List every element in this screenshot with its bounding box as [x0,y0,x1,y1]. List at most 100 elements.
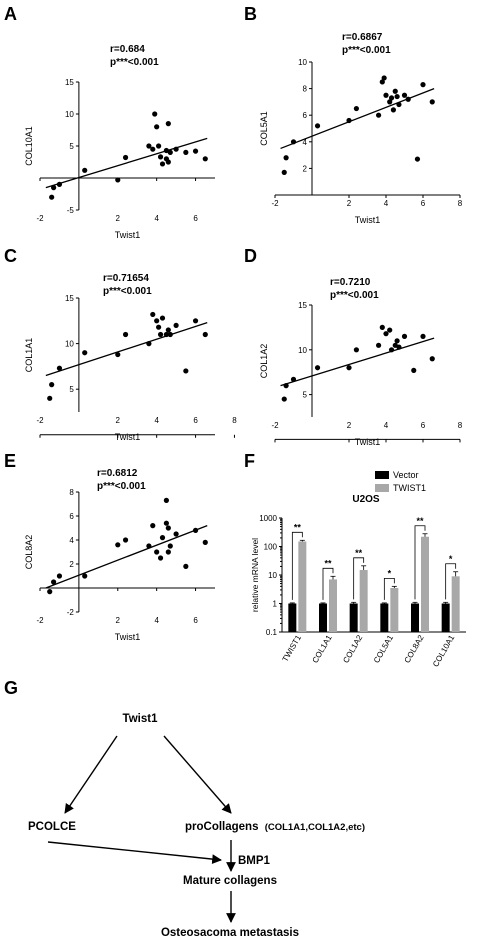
bar-twist1 [329,579,337,632]
data-point [183,563,189,570]
significance-bracket [291,531,303,600]
data-point [163,520,169,526]
data-point [396,344,402,350]
regression-line [45,524,208,589]
data-point [47,589,53,595]
data-point [82,350,88,356]
x-axis-title: Twist1 [115,230,141,240]
data-point [394,338,400,344]
data-point [51,579,57,585]
data-point [146,341,152,347]
bar-twist1 [390,587,399,632]
data-point [387,99,393,105]
data-point [283,155,289,161]
y-tick-label: 1 [273,600,278,609]
data-point [165,549,171,555]
data-point [167,149,173,155]
data-point [346,117,352,124]
data-point [173,322,179,328]
data-point [82,167,88,173]
bar-vector [441,603,450,632]
p-value-label: p***<0.001 [110,57,159,68]
data-point [167,543,173,549]
data-point [390,107,396,113]
flow-diagram: Twist1 PCOLCE proCollagens (COL1A1,COL1A… [28,713,365,939]
panel-letter-a: A [4,4,17,24]
significance-label: ** [294,522,302,532]
data-point [392,88,398,94]
y-axis-title: COL1A2 [259,344,269,379]
x-category-label: COL8A2 [403,633,426,665]
y-axis-title: COL8A2 [24,535,34,570]
x-axis-title: Twist1 [115,432,141,442]
data-point [314,365,321,371]
x-tick-label: 4 [384,199,389,208]
flow-node-procollagens-label: proCollagens [185,821,258,833]
x-tick-label: 6 [193,214,198,223]
x-axis-title: Twist1 [115,632,141,642]
data-point [159,535,166,541]
data-point [401,333,408,339]
x-tick-label: 6 [193,416,198,425]
y-tick-label: 4 [69,536,74,545]
y-tick-label: 5 [69,385,74,394]
x-axis-title: Twist1 [355,437,381,447]
regression-line [280,337,435,387]
scatter-plot-col5a1: -2 2 4 6 8 2 4 6 8 10 Twist1 COL5A1 r=0.6867 p***<0.0… [259,32,463,225]
x-category-label: COL1A1 [311,633,334,665]
data-point [429,99,435,105]
data-point [56,365,63,371]
data-point [163,497,169,503]
y-tick-label: 0.1 [266,628,278,637]
data-point [154,318,160,324]
x-axis-title: Twist1 [355,215,381,225]
x-tick-label: -2 [36,214,44,223]
significance-bracket [414,525,426,600]
y-tick-label: 10 [65,340,74,349]
data-point [394,93,400,100]
x-category-label: COL1A2 [341,633,364,665]
y-tick-label: 15 [65,294,74,303]
data-point [157,331,164,338]
bar-twist1 [298,541,307,632]
data-point [163,331,169,338]
data-point [122,537,129,543]
data-point [202,156,208,162]
y-tick-label: 1000 [259,514,277,523]
scatter-plot-col1a1: -2 2 4 6 8 5 10 15 Twist1 COL1A1 r=0.71654 p***<0.0… [24,273,237,442]
x-tick-label: 2 [116,214,121,223]
data-point [152,111,158,117]
data-point [420,333,426,339]
y-tick-label: 10 [298,58,307,67]
scatter-plot-col8a2: -2 2 4 6 -2 2 4 6 8 Twist1 COL8A2 r=0.6812 p***<0.00… [24,468,215,642]
data-point [173,146,179,152]
flow-node-procollagens: proCollagens (COL1A1,COL1A2,etc) [185,821,365,833]
data-point [167,331,173,338]
y-tick-label: 15 [298,301,307,310]
data-point [150,523,156,529]
bar-vector [288,603,297,632]
flow-node-pcolce: PCOLCE [28,821,76,833]
panel-letter-e: E [4,451,16,471]
flow-node-bmp1: BMP1 [238,855,271,867]
data-point [290,139,297,145]
data-point [388,95,395,101]
data-point [157,154,164,160]
data-point [150,146,156,152]
significance-label: ** [324,558,332,568]
data-point [401,92,408,98]
y-tick-label: 10 [298,346,307,355]
data-point [202,331,208,338]
data-point [290,376,297,382]
data-point [154,124,160,130]
p-value-label: p***<0.001 [97,481,146,492]
data-point [159,315,166,321]
x-tick-label: 6 [421,199,426,208]
data-point [192,527,199,534]
panel-letter-g: G [4,678,18,698]
data-point [388,347,395,353]
flow-node-twist1: Twist1 [123,713,159,725]
y-tick-label: 6 [69,512,74,521]
x-tick-label: -2 [271,199,279,208]
